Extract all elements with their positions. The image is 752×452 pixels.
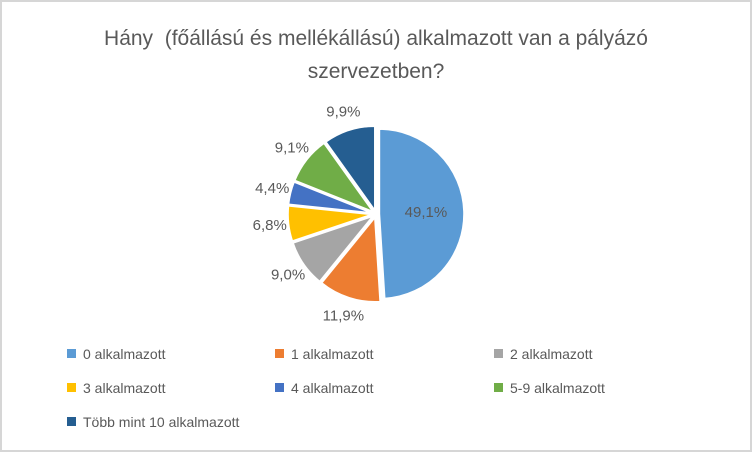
chart-title: Hány (főállású és mellékállású) alkalmaz… — [104, 27, 654, 83]
legend-item-3: 3 alkalmazott — [67, 377, 275, 398]
legend-item-5: 5-9 alkalmazott — [494, 377, 734, 398]
legend-label: 1 alkalmazott — [291, 345, 374, 362]
pie-slice-3 — [286, 204, 374, 243]
pie-chart: 49,1% 11,9% 9,0% 6,8% 4,4% 9,1% 9,9% — [253, 104, 466, 324]
legend-swatch-icon — [275, 349, 284, 358]
legend-item-1: 1 alkalmazott — [275, 343, 494, 364]
data-label-1: 11,9% — [323, 307, 364, 324]
data-label-2: 9,0% — [271, 266, 305, 283]
legend-item-2: 2 alkalmazott — [494, 343, 734, 364]
legend-label: 2 alkalmazott — [510, 345, 593, 362]
data-label-3: 6,8% — [253, 217, 287, 234]
legend-item-0: 0 alkalmazott — [67, 343, 275, 364]
legend-swatch-icon — [494, 349, 503, 358]
chart-legend: 0 alkalmazott 1 alkalmazott 2 alkalmazott 3… — [67, 343, 734, 432]
pie-slice-5 — [293, 141, 375, 214]
legend-label: 5-9 alkalmazott — [510, 379, 605, 396]
legend-swatch-icon — [275, 383, 284, 392]
pie-slice-1 — [320, 216, 382, 304]
legend-swatch-icon — [67, 349, 76, 358]
legend-label: 4 alkalmazott — [291, 379, 374, 396]
pie-slice-6 — [324, 124, 377, 212]
data-label-0: 49,1% — [405, 204, 448, 221]
data-label-4: 4,4% — [255, 180, 289, 197]
pie-slice-0 — [378, 127, 466, 300]
legend-swatch-icon — [67, 417, 76, 426]
legend-label: 0 alkalmazott — [83, 345, 166, 362]
legend-item-6: Több mint 10 alkalmazott — [67, 411, 275, 432]
data-label-6: 9,9% — [326, 104, 360, 121]
legend-label: 3 alkalmazott — [83, 379, 166, 396]
legend-swatch-icon — [67, 383, 76, 392]
legend-item-4: 4 alkalmazott — [275, 377, 494, 398]
pie-slice-4 — [287, 180, 374, 215]
legend-swatch-icon — [494, 383, 503, 392]
pie-slice-2 — [291, 214, 375, 283]
legend-label: Több mint 10 alkalmazott — [83, 413, 240, 430]
data-label-5: 9,1% — [275, 140, 309, 157]
